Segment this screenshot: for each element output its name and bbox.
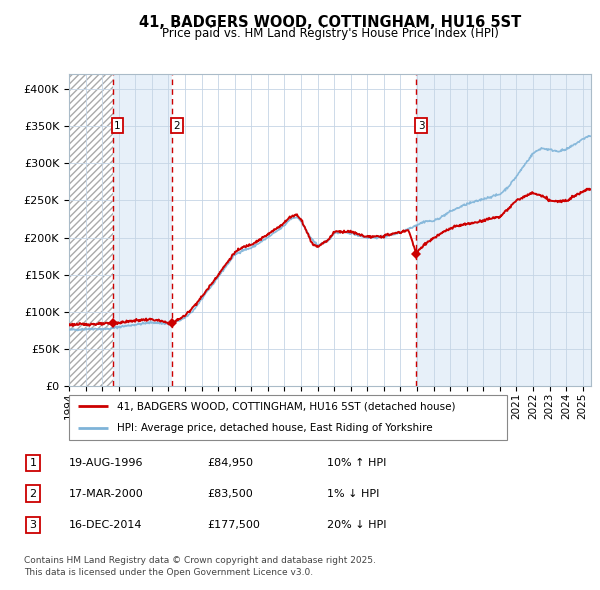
Text: 3: 3: [418, 121, 425, 131]
Text: Price paid vs. HM Land Registry's House Price Index (HPI): Price paid vs. HM Land Registry's House …: [161, 27, 499, 40]
Text: Contains HM Land Registry data © Crown copyright and database right 2025.: Contains HM Land Registry data © Crown c…: [24, 556, 376, 565]
Text: HPI: Average price, detached house, East Riding of Yorkshire: HPI: Average price, detached house, East…: [117, 424, 433, 434]
Bar: [69, 74, 113, 386]
Text: 16-DEC-2014: 16-DEC-2014: [69, 520, 143, 530]
Text: 2: 2: [173, 121, 180, 131]
Text: 2: 2: [29, 489, 37, 499]
Text: This data is licensed under the Open Government Licence v3.0.: This data is licensed under the Open Gov…: [24, 568, 313, 577]
Text: £84,950: £84,950: [207, 458, 253, 468]
Text: 19-AUG-1996: 19-AUG-1996: [69, 458, 143, 468]
Text: 10% ↑ HPI: 10% ↑ HPI: [327, 458, 386, 468]
Text: 41, BADGERS WOOD, COTTINGHAM, HU16 5ST: 41, BADGERS WOOD, COTTINGHAM, HU16 5ST: [139, 15, 521, 30]
Bar: [172, 74, 416, 386]
FancyBboxPatch shape: [69, 395, 507, 440]
Text: 41, BADGERS WOOD, COTTINGHAM, HU16 5ST (detached house): 41, BADGERS WOOD, COTTINGHAM, HU16 5ST (…: [117, 401, 455, 411]
Text: 1: 1: [114, 121, 121, 131]
Text: 3: 3: [29, 520, 37, 530]
Bar: [416, 74, 591, 386]
Bar: [113, 74, 172, 386]
Text: 1% ↓ HPI: 1% ↓ HPI: [327, 489, 379, 499]
Text: £177,500: £177,500: [207, 520, 260, 530]
Text: 20% ↓ HPI: 20% ↓ HPI: [327, 520, 386, 530]
Text: £83,500: £83,500: [207, 489, 253, 499]
Text: 17-MAR-2000: 17-MAR-2000: [69, 489, 144, 499]
Text: 1: 1: [29, 458, 37, 468]
